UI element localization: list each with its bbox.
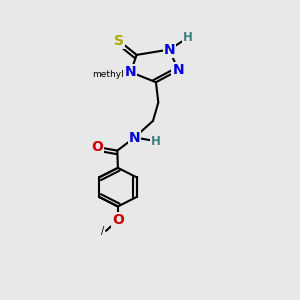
Text: N: N [164, 43, 175, 56]
Text: H: H [183, 31, 193, 44]
Text: methyl: methyl [92, 70, 124, 79]
Text: O: O [112, 213, 124, 227]
Text: N: N [129, 130, 140, 145]
Text: S: S [114, 34, 124, 48]
Text: H: H [151, 135, 161, 148]
Text: /: / [101, 226, 104, 236]
Text: N: N [172, 63, 184, 77]
Text: N: N [125, 65, 136, 79]
Text: O: O [91, 140, 103, 154]
